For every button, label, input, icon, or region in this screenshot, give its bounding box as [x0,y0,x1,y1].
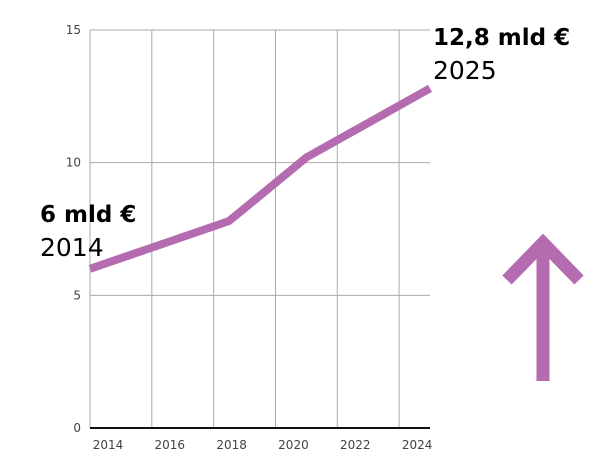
y-tick-label: 0 [73,421,81,435]
y-tick-label: 15 [66,23,81,37]
arrow-up-icon [502,233,584,381]
x-tick-label: 2014 [93,438,124,452]
x-tick-label: 2018 [216,438,247,452]
x-tick-label: 2020 [278,438,309,452]
y-tick-label: 10 [66,156,81,170]
annotation-end-year: 2025 [433,56,497,85]
y-tick-label: 5 [73,288,81,302]
y-axis-ticks: 0 5 10 15 [66,23,81,435]
x-tick-label: 2022 [340,438,371,452]
x-tick-label: 2024 [402,438,433,452]
annotation-start-year: 2014 [40,233,104,262]
series-line [88,84,432,273]
grid [89,29,430,428]
annotation-start-value: 6 mld € [40,202,136,228]
x-axis-ticks: 2014 2016 2018 2020 2022 2024 [93,438,433,452]
x-tick-label: 2016 [155,438,186,452]
arrow-head [502,233,584,285]
annotation-end-value: 12,8 mld € [433,25,570,51]
